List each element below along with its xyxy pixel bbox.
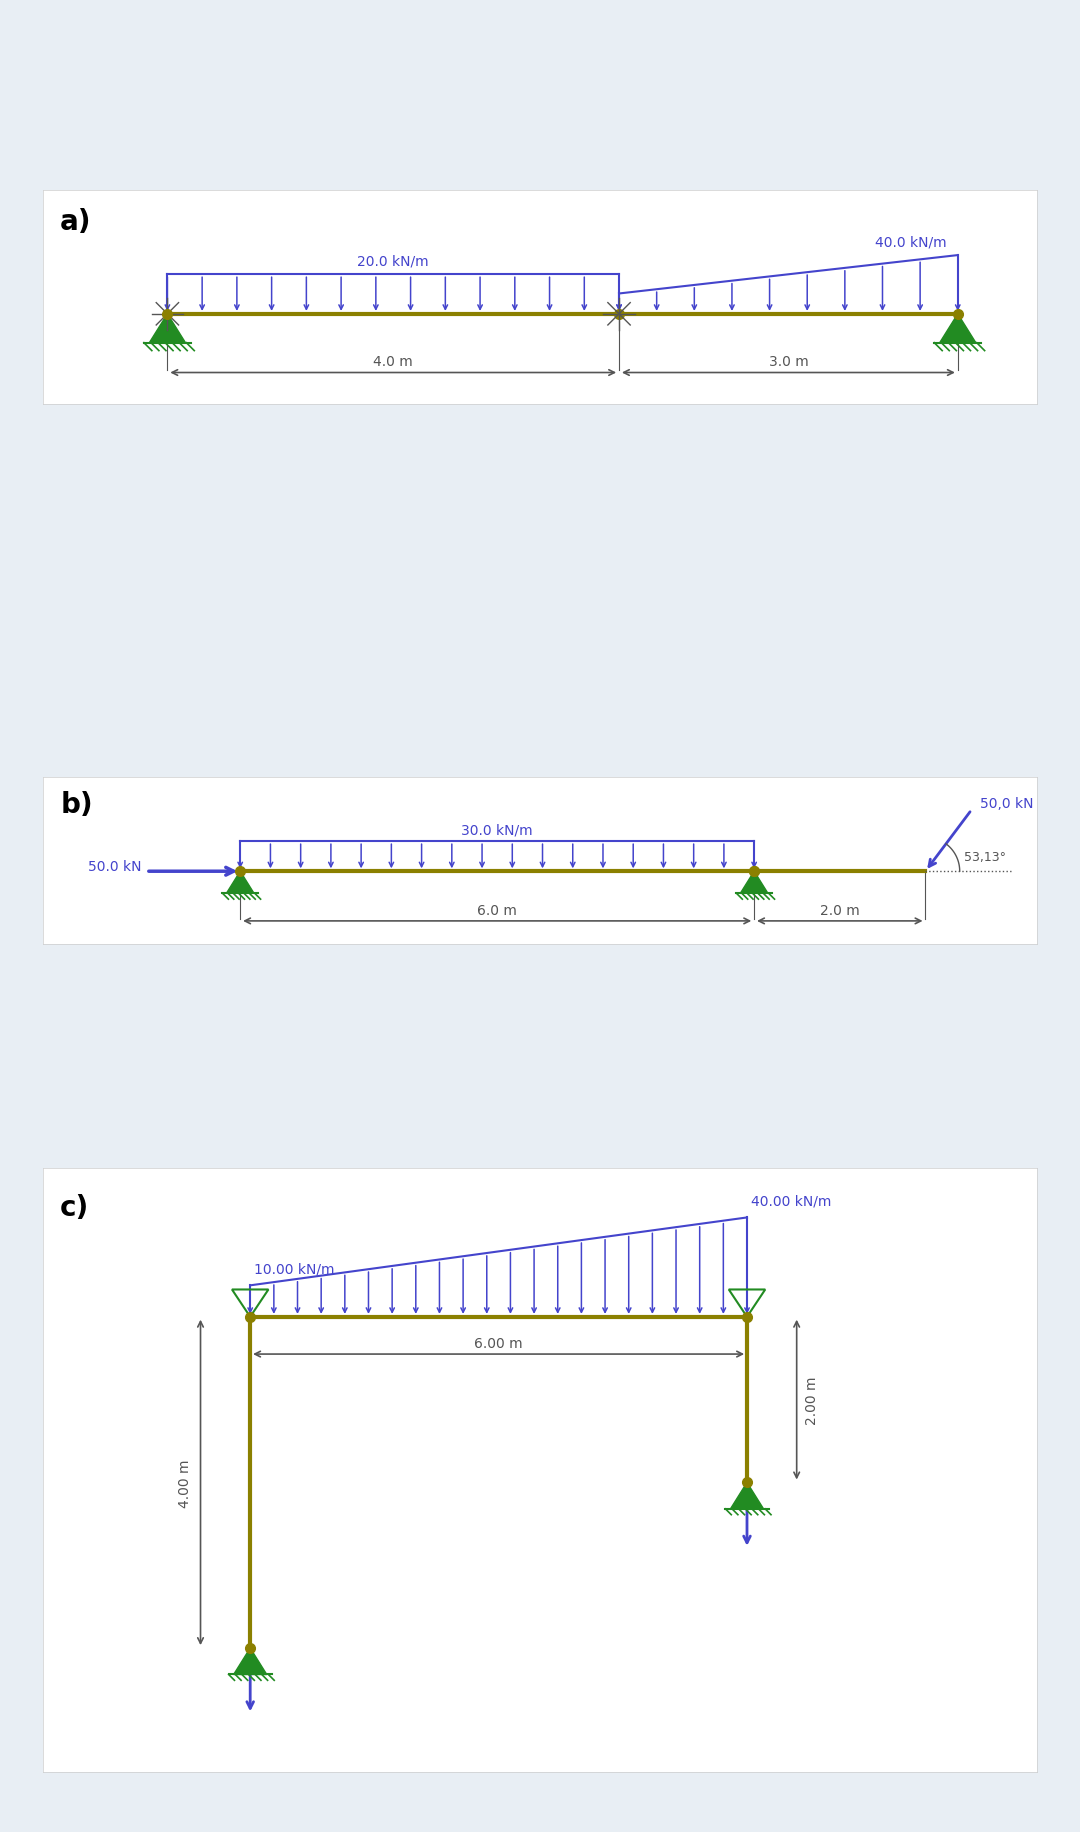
Polygon shape [730, 1482, 764, 1510]
Text: a): a) [60, 207, 92, 234]
Polygon shape [149, 315, 186, 344]
Polygon shape [940, 315, 976, 344]
Text: 2.00 m: 2.00 m [805, 1376, 819, 1423]
Text: 50,0 kN: 50,0 kN [981, 797, 1034, 810]
Text: 3.0 m: 3.0 m [769, 355, 808, 368]
Text: 2.0 m: 2.0 m [820, 903, 860, 918]
Text: 53,13°: 53,13° [964, 850, 1005, 863]
Text: 4.00 m: 4.00 m [178, 1458, 192, 1508]
Text: 6.0 m: 6.0 m [477, 903, 517, 918]
Text: c): c) [59, 1193, 89, 1220]
Text: 40.00 kN/m: 40.00 kN/m [752, 1194, 832, 1207]
Text: 40.0 kN/m: 40.0 kN/m [875, 234, 946, 249]
Text: 50.0 kN: 50.0 kN [89, 859, 141, 874]
Text: 20.0 kN/m: 20.0 kN/m [357, 255, 429, 267]
Text: b): b) [60, 790, 93, 819]
Text: 10.00 kN/m: 10.00 kN/m [255, 1262, 335, 1275]
Text: 6.00 m: 6.00 m [474, 1336, 523, 1350]
Text: 4.0 m: 4.0 m [374, 355, 413, 368]
Polygon shape [741, 872, 768, 894]
Polygon shape [233, 1649, 267, 1674]
Text: 30.0 kN/m: 30.0 kN/m [461, 823, 534, 837]
Polygon shape [227, 872, 254, 894]
